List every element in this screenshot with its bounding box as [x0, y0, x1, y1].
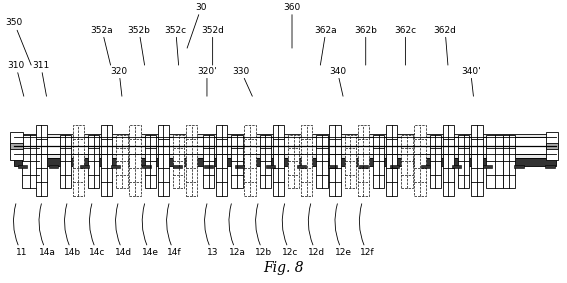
- Bar: [216, 125, 227, 196]
- Bar: [14, 158, 556, 166]
- Bar: [260, 135, 271, 188]
- Text: 352c: 352c: [164, 25, 187, 65]
- Text: 14a: 14a: [39, 204, 56, 257]
- Text: 12b: 12b: [255, 204, 272, 257]
- Text: 362a: 362a: [315, 25, 337, 65]
- Bar: [545, 165, 555, 168]
- Text: 320: 320: [111, 67, 128, 96]
- Bar: [36, 125, 47, 196]
- Text: 14d: 14d: [115, 204, 132, 257]
- Text: 330: 330: [232, 67, 252, 96]
- Bar: [14, 134, 556, 158]
- Text: 360: 360: [284, 3, 301, 48]
- Bar: [452, 165, 462, 168]
- Bar: [22, 135, 39, 188]
- Text: 14f: 14f: [167, 204, 182, 257]
- Bar: [80, 165, 89, 168]
- Bar: [49, 165, 58, 168]
- Bar: [486, 135, 503, 188]
- Bar: [266, 165, 276, 168]
- Bar: [386, 125, 397, 196]
- Text: 350: 350: [6, 18, 31, 65]
- Bar: [288, 135, 299, 188]
- Text: 352b: 352b: [128, 25, 150, 65]
- Text: 340': 340': [461, 67, 480, 96]
- Bar: [203, 135, 214, 188]
- Bar: [546, 143, 558, 149]
- Bar: [204, 165, 213, 168]
- Bar: [116, 135, 128, 188]
- Bar: [14, 137, 556, 154]
- Bar: [297, 165, 306, 168]
- Bar: [10, 143, 23, 149]
- Bar: [186, 125, 197, 196]
- Bar: [88, 135, 99, 188]
- Bar: [73, 125, 84, 196]
- Bar: [484, 165, 493, 168]
- Bar: [60, 135, 71, 188]
- Text: 30: 30: [187, 3, 207, 48]
- Bar: [273, 125, 284, 196]
- Bar: [244, 125, 256, 196]
- Text: 362b: 362b: [354, 25, 377, 65]
- Bar: [101, 125, 112, 196]
- Text: 320': 320': [197, 67, 217, 96]
- Text: 311: 311: [32, 61, 49, 96]
- Bar: [546, 132, 558, 160]
- Bar: [173, 135, 184, 188]
- Text: 14e: 14e: [142, 204, 159, 257]
- Bar: [345, 135, 356, 188]
- Text: 12f: 12f: [359, 204, 375, 257]
- Text: 362c: 362c: [394, 25, 417, 65]
- Text: 352a: 352a: [91, 25, 113, 65]
- Bar: [430, 135, 441, 188]
- Text: 12e: 12e: [335, 204, 352, 257]
- Bar: [373, 135, 384, 188]
- Bar: [458, 135, 469, 188]
- Bar: [145, 135, 156, 188]
- Bar: [359, 165, 369, 168]
- Bar: [401, 135, 413, 188]
- Bar: [316, 135, 328, 188]
- Bar: [174, 165, 183, 168]
- Text: 362d: 362d: [434, 25, 456, 65]
- Bar: [111, 165, 120, 168]
- Bar: [235, 165, 244, 168]
- Text: Fig. 8: Fig. 8: [263, 261, 304, 275]
- Bar: [390, 165, 399, 168]
- Text: 11: 11: [14, 204, 27, 257]
- Bar: [503, 135, 515, 188]
- Text: 340: 340: [329, 67, 346, 96]
- Bar: [514, 165, 523, 168]
- Text: 12c: 12c: [282, 204, 298, 257]
- Text: 352d: 352d: [201, 25, 224, 65]
- Bar: [158, 125, 169, 196]
- Bar: [142, 165, 151, 168]
- Text: 14c: 14c: [90, 204, 105, 257]
- Text: 13: 13: [205, 204, 218, 257]
- Bar: [421, 165, 430, 168]
- Bar: [301, 125, 312, 196]
- Bar: [329, 125, 341, 196]
- Text: 12a: 12a: [229, 204, 246, 257]
- Text: 310: 310: [7, 61, 24, 96]
- Bar: [443, 125, 454, 196]
- Bar: [358, 125, 369, 196]
- Bar: [231, 135, 243, 188]
- Bar: [328, 165, 337, 168]
- Bar: [18, 165, 27, 168]
- Bar: [414, 125, 426, 196]
- Text: 14b: 14b: [64, 204, 81, 257]
- Bar: [471, 125, 483, 196]
- Bar: [10, 132, 23, 160]
- Text: 12d: 12d: [308, 204, 325, 257]
- Bar: [129, 125, 141, 196]
